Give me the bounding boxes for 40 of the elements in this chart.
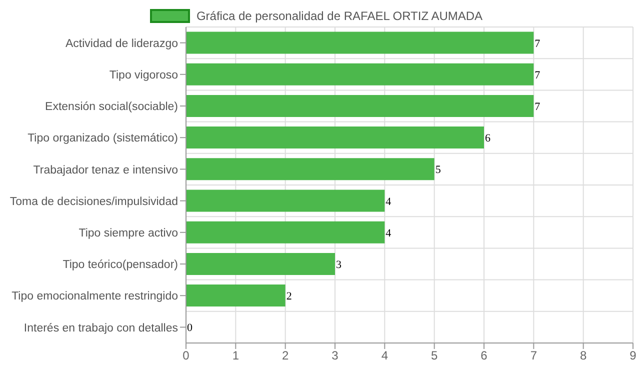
data-label: 6 [485,132,491,145]
data-label: 2 [286,290,292,303]
y-tick-label: Actividad de liderazgo [65,38,178,50]
bar [186,63,534,86]
data-label: 5 [435,164,442,176]
legend-label: Gráfica de personalidad de RAFAEL ORTIZ AUMADA [196,9,483,23]
bar [186,252,335,275]
bar [186,158,434,180]
x-tick-label: 6 [480,348,488,363]
x-tick-label: 4 [381,348,388,363]
bar [186,284,286,307]
y-tick-label: Extensión social(sociable) [45,101,178,114]
y-tick-label: Tipo organizado (sistemático) [28,132,178,145]
x-tick-label: 1 [232,348,240,363]
x-tick-label: 3 [332,348,339,363]
bar [186,126,484,149]
data-label: 7 [534,69,541,82]
x-tick-label: 2 [282,348,289,363]
data-label: 7 [534,38,541,50]
y-tick-label: Trabajador tenaz e intensivo [33,164,178,176]
y-tick-label: Tipo teórico(pensador) [62,259,178,272]
x-tick-label: 0 [182,348,190,363]
bar [186,32,534,54]
bar [186,190,385,212]
y-tick-label: Tipo vigoroso [109,69,178,82]
x-tick-label: 9 [630,348,637,363]
x-tick-label: 5 [430,348,438,363]
data-label: 4 [386,196,392,208]
y-tick-label: Interés en trabajo con detalles [24,322,178,334]
x-tick-label: 8 [580,348,587,363]
y-tick-label: Tipo emocionalmente restringido [12,290,178,303]
data-label: 0 [187,322,193,334]
x-tick-label: 7 [530,348,538,363]
bar [186,94,534,117]
y-tick-label: Tipo siempre activo [78,227,178,240]
data-label: 7 [534,101,541,113]
bar [186,221,385,244]
y-tick-label: Toma de decisiones/impulsividad [10,196,178,208]
data-label: 3 [336,259,342,271]
data-label: 4 [386,227,392,240]
